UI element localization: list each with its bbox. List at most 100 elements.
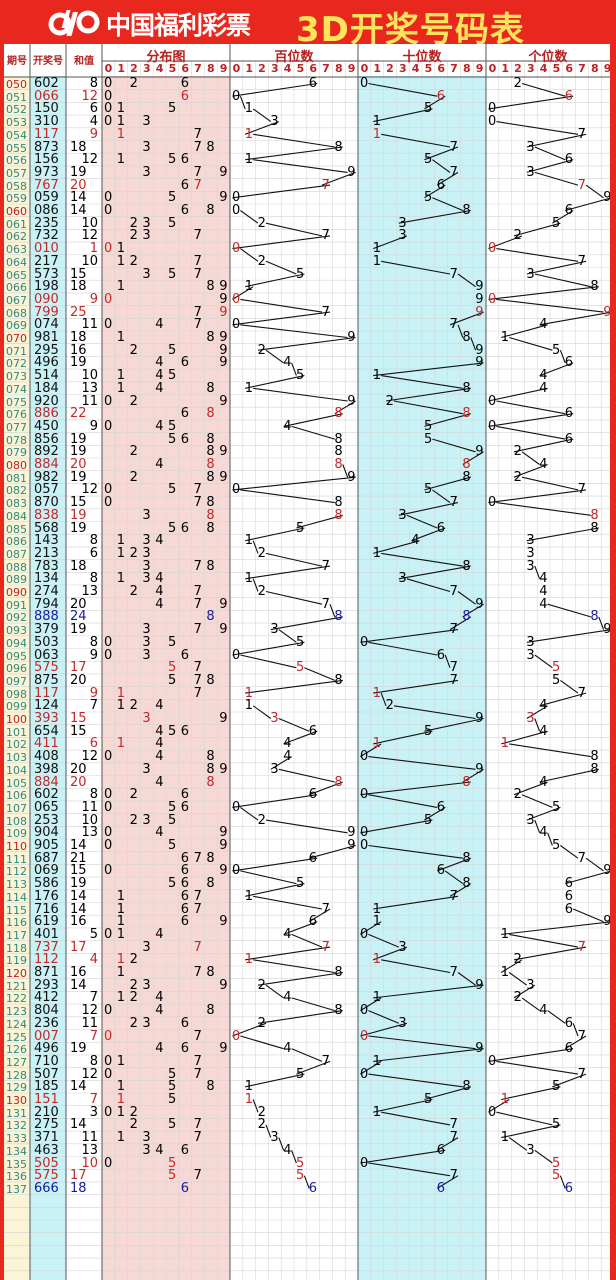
draw-number-cell: 973 bbox=[34, 164, 59, 180]
position-mark: 7 bbox=[321, 228, 330, 244]
position-mark: 6 bbox=[308, 1180, 318, 1196]
position-mark: 9 bbox=[475, 304, 484, 320]
position-mark: 5 bbox=[424, 723, 433, 739]
period-cell: 059 bbox=[6, 192, 27, 206]
position-mark: 3 bbox=[270, 711, 279, 726]
sum-cell: 12 bbox=[81, 88, 98, 104]
position-mark: 1 bbox=[244, 698, 254, 714]
digit-header: 7 bbox=[450, 62, 458, 75]
position-mark: 9 bbox=[475, 291, 484, 307]
distribution-mark: 2 bbox=[129, 812, 138, 828]
draw-number-cell: 117 bbox=[34, 126, 59, 142]
distribution-mark: 4 bbox=[155, 1041, 164, 1057]
distribution-mark: 0 bbox=[104, 241, 113, 257]
sum-cell: 20 bbox=[70, 774, 87, 790]
header-period: 期号 bbox=[7, 56, 27, 67]
draw-number-cell: 124 bbox=[34, 698, 59, 714]
position-mark: 8 bbox=[590, 749, 599, 765]
position-mark: 3 bbox=[270, 622, 279, 638]
distribution-mark: 9 bbox=[219, 190, 228, 206]
distribution-mark: 8 bbox=[206, 406, 215, 422]
sum-cell: 4 bbox=[89, 114, 98, 130]
distribution-mark: 3 bbox=[142, 1130, 151, 1146]
position-mark: 0 bbox=[232, 863, 241, 879]
distribution-mark: 6 bbox=[180, 850, 190, 866]
position-mark: 8 bbox=[334, 1003, 343, 1019]
distribution-mark: 7 bbox=[193, 850, 202, 866]
distribution-mark: 8 bbox=[206, 380, 215, 396]
position-mark: 1 bbox=[372, 368, 382, 384]
position-mark: 9 bbox=[603, 863, 610, 879]
position-mark: 6 bbox=[436, 177, 446, 193]
position-mark: 9 bbox=[475, 596, 484, 612]
sum-cell: 18 bbox=[70, 558, 87, 574]
digit-header: 9 bbox=[347, 62, 356, 75]
period-cell: 126 bbox=[6, 1043, 27, 1057]
position-mark: 6 bbox=[436, 520, 446, 536]
distribution-mark: 8 bbox=[206, 749, 215, 765]
period-cell: 063 bbox=[6, 243, 27, 257]
digit-header: 0 bbox=[360, 62, 369, 75]
distribution-mark: 3 bbox=[142, 634, 151, 650]
digit-header: 9 bbox=[603, 62, 610, 75]
position-mark: 8 bbox=[462, 609, 471, 625]
distribution-mark: 9 bbox=[219, 469, 228, 485]
distribution-mark: 0 bbox=[104, 76, 113, 91]
distribution-mark: 9 bbox=[219, 164, 228, 180]
period-cell: 090 bbox=[6, 586, 27, 599]
period-cell: 081 bbox=[6, 471, 27, 485]
distribution-mark: 4 bbox=[155, 1142, 164, 1158]
digit-header: 4 bbox=[283, 62, 292, 75]
distribution-mark: 2 bbox=[129, 1015, 138, 1031]
position-mark: 1 bbox=[372, 241, 382, 257]
position-mark: 5 bbox=[552, 1155, 561, 1171]
digit-header: 7 bbox=[322, 62, 330, 75]
distribution-mark: 1 bbox=[116, 114, 126, 130]
distribution-mark: 3 bbox=[142, 571, 151, 587]
draw-number-cell: 450 bbox=[34, 418, 59, 434]
distribution-mark: 5 bbox=[168, 876, 177, 892]
sum-cell: 14 bbox=[70, 190, 87, 206]
distribution-mark: 8 bbox=[206, 850, 215, 866]
position-mark: 0 bbox=[488, 495, 497, 511]
distribution-mark: 3 bbox=[142, 215, 151, 231]
period-cell: 077 bbox=[6, 420, 27, 434]
distribution-mark: 7 bbox=[193, 965, 202, 980]
digit-header: 9 bbox=[219, 62, 228, 75]
sum-cell: 7 bbox=[89, 698, 98, 714]
position-mark: 5 bbox=[424, 431, 433, 447]
period-cell: 100 bbox=[6, 713, 27, 726]
distribution-mark: 5 bbox=[168, 1155, 177, 1171]
digit-header: 2 bbox=[386, 62, 394, 75]
position-mark: 6 bbox=[564, 152, 574, 168]
distribution-mark: 8 bbox=[206, 431, 215, 447]
sum-cell: 8 bbox=[89, 634, 98, 650]
position-mark: 9 bbox=[475, 977, 484, 993]
draw-number-cell: 886 bbox=[34, 406, 59, 422]
distribution-mark: 6 bbox=[180, 888, 190, 904]
period-cell: 084 bbox=[6, 509, 27, 523]
distribution-mark: 7 bbox=[193, 672, 202, 688]
position-mark: 8 bbox=[462, 406, 471, 422]
draw-number-cell: 666 bbox=[34, 1180, 59, 1196]
draw-number-cell: 235 bbox=[34, 215, 59, 231]
period-cell: 082 bbox=[6, 484, 27, 498]
distribution-mark: 0 bbox=[104, 1003, 113, 1019]
distribution-mark: 3 bbox=[142, 761, 151, 777]
period-cell: 120 bbox=[6, 967, 27, 980]
sum-cell: 7 bbox=[89, 1092, 98, 1107]
position-mark: 1 bbox=[244, 888, 254, 904]
digit-header: 8 bbox=[590, 62, 599, 75]
distribution-mark: 0 bbox=[104, 482, 113, 498]
distribution-mark: 3 bbox=[142, 114, 151, 130]
draw-number-cell: 838 bbox=[34, 507, 59, 523]
sum-cell: 20 bbox=[70, 457, 87, 472]
position-mark: 5 bbox=[296, 1066, 305, 1082]
position-mark: 7 bbox=[321, 901, 330, 917]
distribution-mark: 1 bbox=[116, 685, 126, 701]
position-mark: 4 bbox=[283, 355, 292, 371]
digit-header: 6 bbox=[437, 62, 446, 75]
digit-header: 4 bbox=[539, 62, 548, 75]
position-mark: 9 bbox=[603, 304, 610, 320]
position-mark: 6 bbox=[308, 723, 318, 739]
